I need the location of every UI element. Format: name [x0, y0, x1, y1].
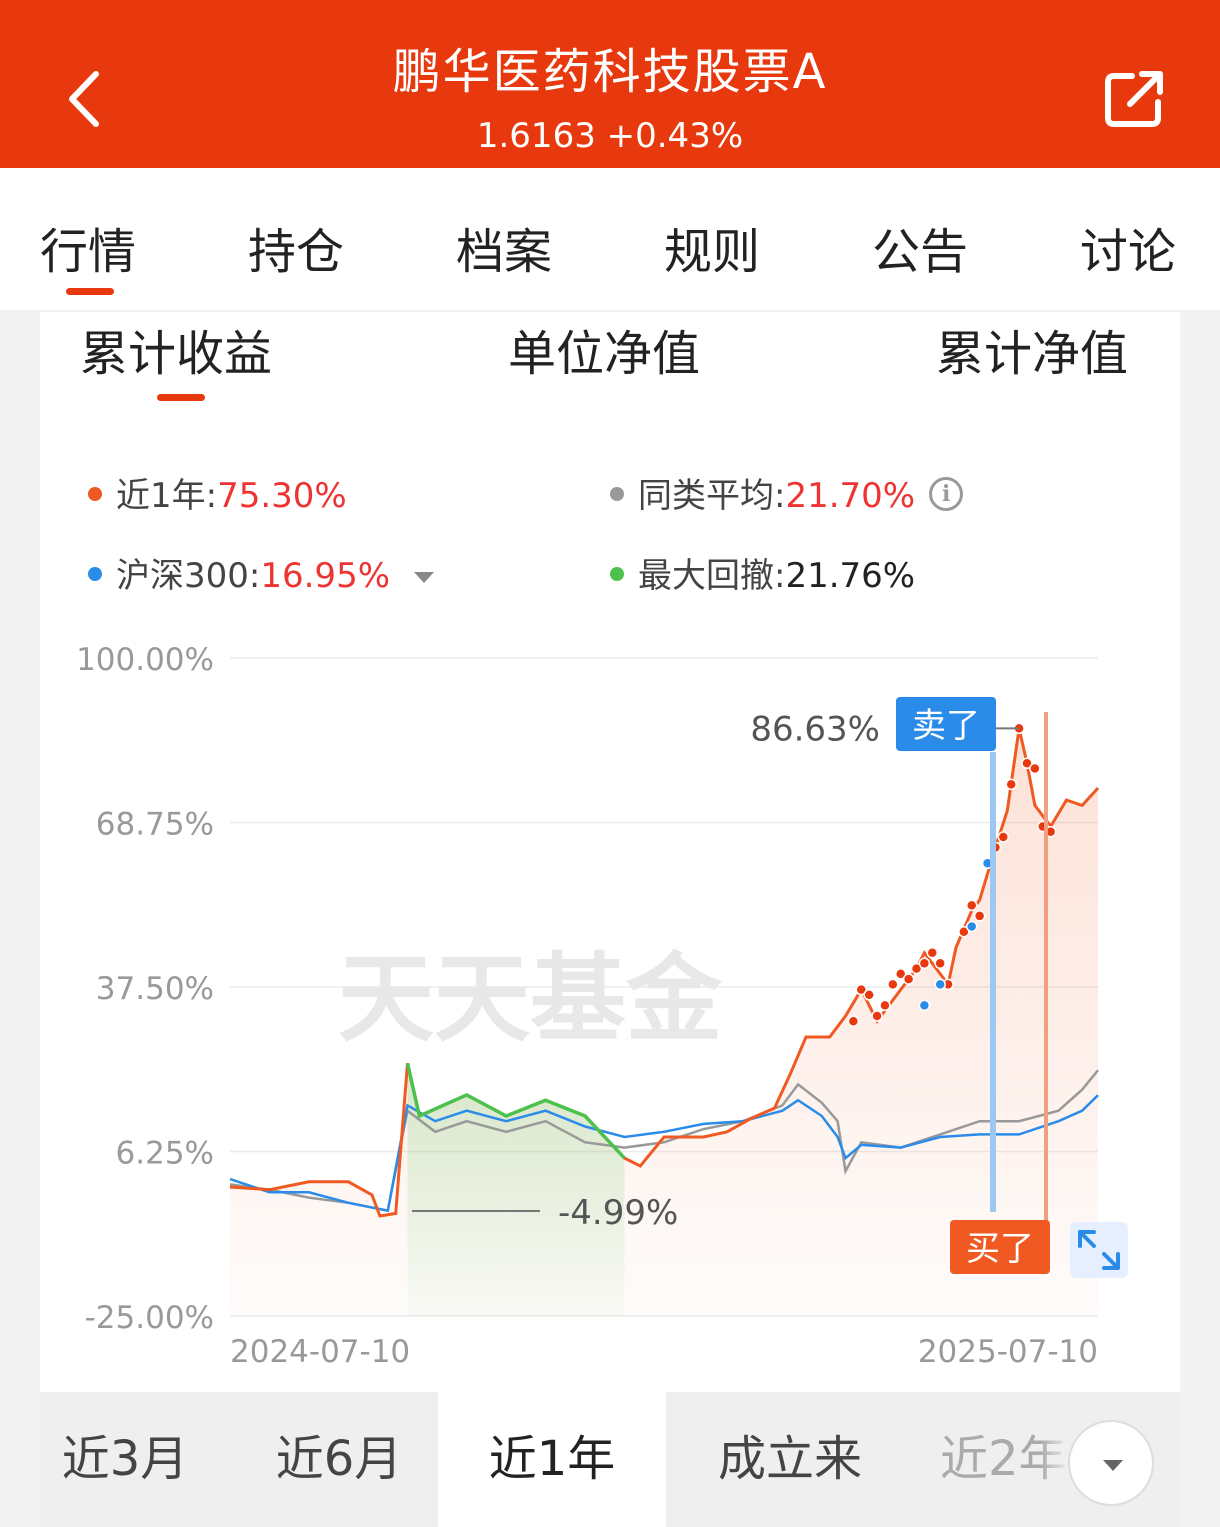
gray-dot-icon: [610, 486, 624, 501]
legend-fund: 近1年:75.30%: [88, 468, 347, 517]
y-tick-label: -25.00%: [85, 1300, 214, 1336]
legend-max-drawdown: 最大回撤:21.76%: [610, 548, 915, 597]
info-icon[interactable]: i: [929, 476, 964, 511]
sell-point-dot: [879, 999, 891, 1012]
sell-point-dot: [902, 973, 915, 985]
buy-point-dot: [934, 978, 946, 991]
share-button[interactable]: [1102, 66, 1168, 130]
main-tabs: 行情 持仓 档案 规则 公告 讨论: [0, 168, 1220, 310]
orange-dot-icon: [88, 486, 102, 501]
sell-point-dot: [855, 983, 868, 996]
chart-card: 累计收益 单位净值 累计净值 近1年:75.30% 同类平均:21.70% i 沪…: [40, 312, 1180, 1392]
tab-profile[interactable]: 档案: [456, 224, 553, 280]
chevron-left-icon: [69, 71, 99, 127]
page-title: 鹏华医药科技股票A: [392, 44, 828, 100]
app-header: 鹏华医药科技股票A 1.6163 +0.43%: [0, 0, 1220, 168]
legend-category-avg: 同类平均:21.70% i: [610, 468, 964, 517]
range-6m[interactable]: 近6月: [275, 1431, 403, 1487]
price-change: 1.6163 +0.43%: [476, 116, 744, 156]
fund-return-value: 75.30%: [217, 476, 347, 516]
sell-point-dot: [997, 831, 1010, 843]
expand-button[interactable]: [1070, 1222, 1128, 1278]
tab-discussion[interactable]: 讨论: [1080, 224, 1177, 280]
sell-point-dot: [863, 989, 875, 1001]
expand-icon: [1078, 1230, 1120, 1270]
buy-point-dot: [965, 920, 978, 933]
x-tick-label: 2025-07-10: [918, 1334, 1098, 1370]
sell-tag-label: 卖了: [912, 706, 980, 746]
subtab-unit-nav[interactable]: 单位净值: [508, 326, 701, 382]
sell-point-dot: [973, 910, 986, 922]
category-avg-value: 21.70%: [785, 476, 916, 516]
buy-point-dot: [918, 999, 931, 1012]
drawdown-value-label: -4.99%: [558, 1193, 678, 1233]
peak-value-label: 86.63%: [750, 709, 880, 749]
sell-point-dot: [887, 978, 899, 991]
y-tick-label: 37.50%: [96, 971, 214, 1007]
return-chart[interactable]: 100.00% 68.75% 37.50% 6.25% -25.00% 2024-07-1…: [40, 312, 1180, 1392]
sell-point-dot: [910, 962, 923, 975]
scroll-fade: [1040, 1392, 1070, 1527]
sell-point-dot: [871, 1010, 883, 1022]
legend-index: 沪深300:16.95%: [88, 548, 435, 597]
back-button[interactable]: [60, 62, 120, 132]
tab-market[interactable]: 行情: [40, 224, 137, 280]
subtab-cumulative-nav[interactable]: 累计净值: [936, 326, 1129, 382]
drawdown-area: [407, 1063, 625, 1316]
range-3m[interactable]: 近3月: [61, 1431, 189, 1487]
y-tick-label: 6.25%: [116, 1136, 214, 1172]
max-drawdown-value: 21.76%: [785, 556, 916, 596]
blue-dot-icon: [88, 566, 102, 581]
tab-rules[interactable]: 规则: [664, 224, 761, 280]
active-subtab-indicator: [157, 394, 205, 401]
series-line-2a8ce8: [229, 1094, 1099, 1213]
y-tick-label: 100.00%: [76, 642, 214, 678]
sell-point-dot: [1005, 778, 1017, 791]
sell-point-dot: [958, 925, 970, 938]
sell-point-dot: [965, 899, 978, 912]
drawdown-line: [405, 1062, 626, 1160]
x-tick-label: 2024-07-10: [230, 1334, 410, 1370]
index-dropdown-caret-icon[interactable]: [414, 572, 435, 583]
sell-point-dot: [926, 947, 939, 959]
sell-point-dot: [934, 957, 946, 970]
range-1y[interactable]: 近1年: [438, 1392, 666, 1527]
watermark: 天天基金: [338, 946, 723, 1053]
sell-point-dot: [918, 957, 931, 970]
subtab-cumulative-return[interactable]: 累计收益: [80, 326, 273, 382]
more-ranges-button[interactable]: [1068, 1420, 1154, 1506]
tab-holdings[interactable]: 持仓: [248, 224, 345, 280]
sell-point-dot: [1021, 757, 1033, 770]
active-tab-indicator: [66, 288, 114, 295]
sell-tag: [896, 697, 996, 751]
sell-point-dot: [894, 968, 907, 980]
index-return-value: 16.95%: [260, 556, 391, 596]
range-selector: 近3月 近6月 近1年 成立来 近2年: [40, 1392, 1180, 1527]
sell-point-dot: [847, 1015, 860, 1027]
tab-announcements[interactable]: 公告: [872, 224, 969, 280]
y-tick-label: 68.75%: [96, 807, 214, 843]
buy-tag: [950, 1220, 1050, 1274]
buy-tag-label: 买了: [966, 1229, 1034, 1269]
sell-point-dot: [1029, 762, 1041, 775]
range-since-inception[interactable]: 成立来: [717, 1431, 862, 1487]
share-icon: [1105, 71, 1163, 127]
green-dot-icon: [610, 566, 624, 581]
fund-line: [229, 728, 1100, 1218]
